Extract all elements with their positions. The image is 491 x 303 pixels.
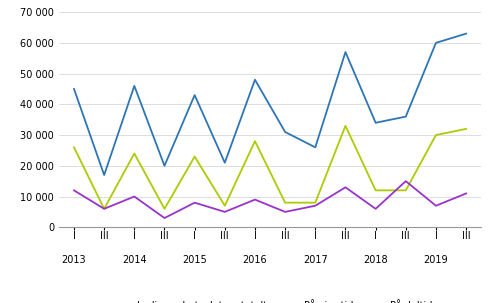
Lediga arbetsplatser totalt [403, 115, 409, 118]
På viss tid [463, 127, 469, 131]
På deltid [101, 207, 107, 211]
På deltid [222, 210, 228, 214]
Lediga arbetsplatser totalt [343, 50, 349, 54]
Line: På viss tid: På viss tid [74, 126, 466, 209]
Text: 2015: 2015 [182, 255, 207, 265]
På viss tid [191, 155, 197, 158]
Lediga arbetsplatser totalt [162, 164, 167, 168]
Text: 2018: 2018 [363, 255, 388, 265]
På viss tid [403, 188, 409, 192]
Lediga arbetsplatser totalt [433, 41, 439, 45]
Legend: Lediga arbetsplatser totalt, På viss tid, På deltid: Lediga arbetsplatser totalt, På viss tid… [104, 297, 436, 303]
Lediga arbetsplatser totalt [463, 32, 469, 35]
På deltid [162, 216, 167, 220]
På viss tid [343, 124, 349, 128]
Lediga arbetsplatser totalt [132, 84, 137, 88]
Lediga arbetsplatser totalt [252, 78, 258, 82]
På deltid [373, 207, 379, 211]
Lediga arbetsplatser totalt [373, 121, 379, 125]
På deltid [71, 188, 77, 192]
Line: På deltid: På deltid [74, 181, 466, 218]
På deltid [312, 204, 318, 208]
På viss tid [162, 207, 167, 211]
På viss tid [433, 133, 439, 137]
På deltid [463, 191, 469, 195]
Text: 2017: 2017 [303, 255, 327, 265]
På deltid [191, 201, 197, 205]
På viss tid [132, 152, 137, 155]
På deltid [282, 210, 288, 214]
På deltid [433, 204, 439, 208]
Lediga arbetsplatser totalt [191, 93, 197, 97]
Lediga arbetsplatser totalt [101, 173, 107, 177]
Lediga arbetsplatser totalt [71, 87, 77, 91]
Text: 2014: 2014 [122, 255, 147, 265]
Lediga arbetsplatser totalt [222, 161, 228, 165]
Text: 2019: 2019 [424, 255, 448, 265]
Text: 2016: 2016 [243, 255, 267, 265]
På deltid [403, 179, 409, 183]
På viss tid [101, 207, 107, 211]
På viss tid [373, 188, 379, 192]
På viss tid [282, 201, 288, 205]
På viss tid [71, 145, 77, 149]
På viss tid [312, 201, 318, 205]
På viss tid [222, 204, 228, 208]
På deltid [343, 185, 349, 189]
Text: 2013: 2013 [62, 255, 86, 265]
Line: Lediga arbetsplatser totalt: Lediga arbetsplatser totalt [74, 34, 466, 175]
Lediga arbetsplatser totalt [282, 130, 288, 134]
På deltid [132, 195, 137, 198]
Lediga arbetsplatser totalt [312, 145, 318, 149]
På viss tid [252, 139, 258, 143]
På deltid [252, 198, 258, 201]
